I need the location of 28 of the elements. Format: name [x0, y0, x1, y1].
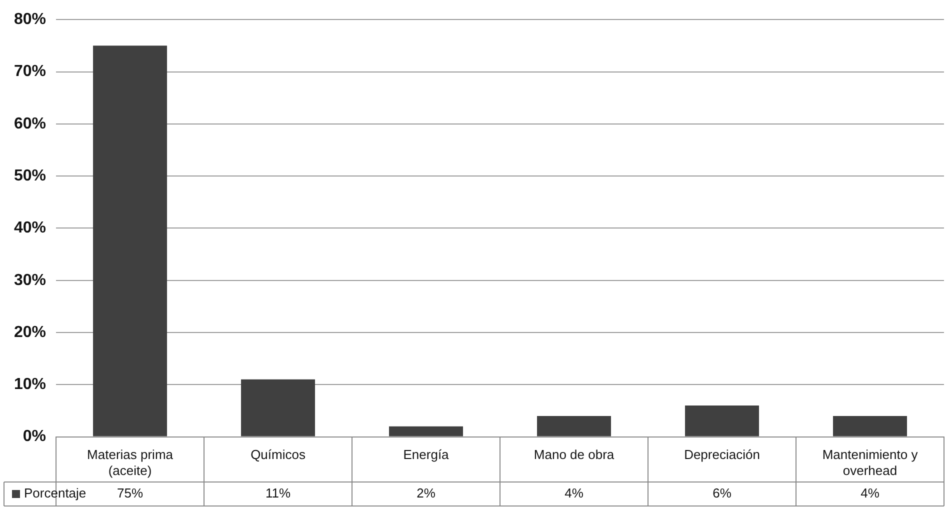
y-tick-label: 50%: [14, 167, 46, 184]
data-label: 75%: [117, 486, 144, 501]
bar: [93, 46, 168, 436]
y-tick-label: 0%: [22, 428, 46, 446]
data-label: 2%: [416, 486, 436, 501]
data-label: 4%: [860, 486, 880, 501]
x-tick-label: Mantenimiento y overhead: [822, 447, 918, 478]
y-tick-label: 70%: [14, 63, 46, 80]
bar: [537, 416, 612, 436]
bar: [241, 379, 316, 436]
y-tick-label: 40%: [14, 220, 46, 237]
bar: [685, 406, 760, 436]
legend-label: Porcentaje: [24, 486, 86, 501]
y-tick-label: 20%: [14, 324, 46, 341]
x-tick-label: Químicos: [250, 447, 306, 462]
y-tick-label: 60%: [14, 115, 46, 132]
y-tick-label: 10%: [14, 376, 46, 394]
x-tick-label: Depreciación: [684, 447, 760, 462]
x-tick-label: Mano de obra: [534, 447, 615, 462]
bar: [833, 416, 907, 436]
bar: [389, 426, 464, 436]
x-tick-label: Materias prima (aceite): [87, 447, 174, 478]
data-label: 6%: [712, 486, 732, 501]
x-tick-label: Energía: [403, 447, 450, 462]
y-tick-label: 30%: [14, 272, 46, 289]
y-tick-label: 80%: [14, 11, 46, 28]
data-label: 4%: [564, 486, 584, 501]
data-label: 11%: [265, 486, 291, 501]
